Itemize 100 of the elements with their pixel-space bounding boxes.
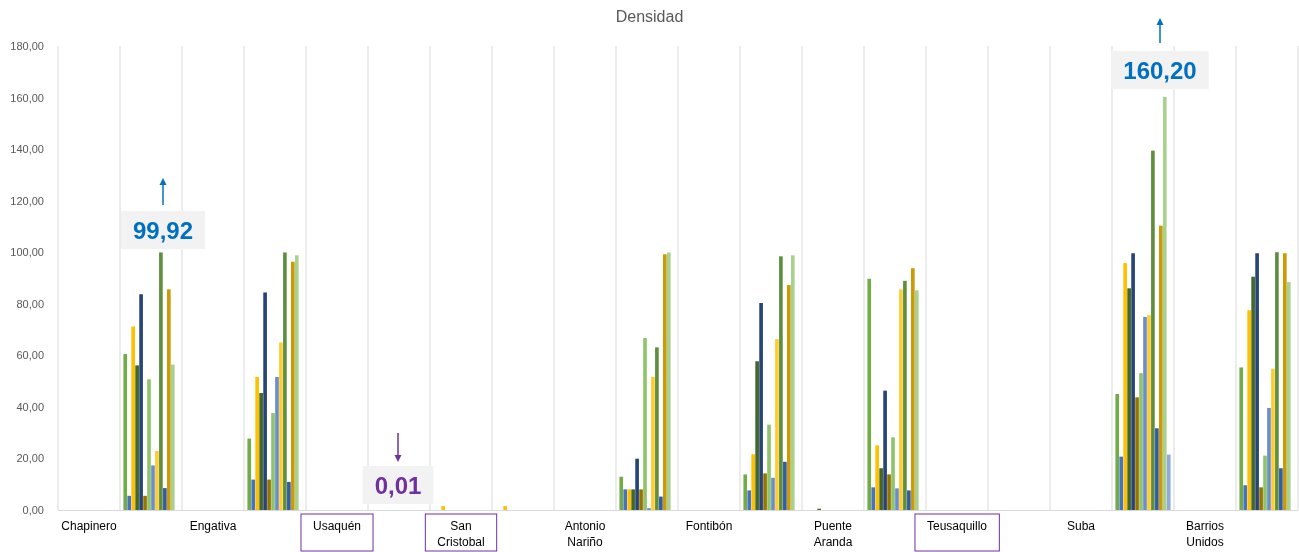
bar (779, 256, 783, 510)
bar (139, 294, 143, 510)
bar (1119, 456, 1124, 510)
x-tick-label: Usaquén (312, 519, 362, 533)
bar (294, 255, 299, 510)
x-tick-label: Barrios Unidos (1185, 519, 1225, 549)
bar (775, 339, 779, 510)
bar (759, 303, 763, 510)
bar (879, 468, 883, 510)
bar (251, 479, 256, 510)
bar (1151, 150, 1155, 510)
bar (639, 489, 643, 510)
bar (631, 489, 635, 510)
bar (255, 376, 259, 510)
bar (155, 450, 159, 510)
y-tick-label: 20,00 (16, 452, 44, 465)
y-tick-label: 160,00 (10, 91, 44, 104)
y-tick-label: 100,00 (10, 246, 44, 259)
bar (651, 376, 655, 510)
chart-title: Densidad (615, 8, 684, 25)
bar (1127, 288, 1131, 510)
bar (1162, 97, 1167, 510)
bar (247, 438, 252, 510)
bar (163, 488, 167, 510)
x-tick-label: Chapinero (61, 519, 118, 533)
bar (503, 506, 507, 510)
annotation: 160,20 (1123, 57, 1197, 84)
bar (147, 379, 151, 510)
bar (131, 326, 135, 510)
annotation: 0,01 (374, 472, 422, 499)
bar (1251, 276, 1255, 510)
bar (123, 354, 128, 510)
bar (1263, 455, 1267, 510)
bar (1283, 253, 1287, 510)
bar (1271, 368, 1275, 510)
bar (1147, 315, 1151, 510)
x-tick-label: Antonio Nariño (564, 519, 606, 549)
bar (627, 489, 631, 510)
bar (267, 479, 271, 510)
bar (283, 252, 287, 510)
bar (771, 477, 775, 510)
x-tick-label: Puente Aranda (813, 519, 853, 549)
bar (899, 289, 903, 510)
bar (1123, 263, 1127, 510)
bar (655, 347, 659, 510)
bar (1115, 394, 1120, 510)
bar (279, 342, 283, 510)
bar (875, 445, 879, 510)
bar (1239, 367, 1244, 510)
bar (659, 496, 663, 510)
bar (914, 290, 919, 510)
bar (867, 278, 872, 510)
bar (1135, 397, 1139, 510)
bar (1139, 373, 1143, 510)
bar (1279, 468, 1283, 510)
bar (287, 481, 291, 510)
bar (135, 365, 139, 510)
bar (755, 361, 759, 510)
bar (871, 487, 876, 510)
bar (1286, 282, 1291, 510)
bar (167, 289, 171, 510)
y-tick-label: 180,00 (10, 40, 44, 53)
y-tick-label: 60,00 (16, 349, 44, 362)
bar (767, 424, 771, 510)
bar (127, 495, 132, 510)
bar (1166, 454, 1171, 510)
bar (743, 474, 748, 510)
x-tick-label: Teusaquillo (926, 519, 988, 533)
bar (1247, 310, 1251, 510)
bar (666, 252, 671, 510)
bar (143, 495, 147, 510)
y-tick-label: 80,00 (16, 297, 44, 310)
bar (911, 268, 915, 510)
bar (763, 473, 767, 510)
x-tick-label: Engativa (189, 519, 237, 533)
annotation: 99,92 (132, 217, 194, 244)
bar (751, 454, 755, 510)
y-tick-label: 40,00 (16, 400, 44, 413)
y-tick-label: 0,00 (22, 504, 44, 517)
bar (170, 364, 175, 510)
bar (1275, 252, 1279, 510)
bar (895, 488, 899, 510)
bar (1143, 316, 1147, 510)
bar (623, 489, 628, 510)
x-tick-label: Fontibón (685, 519, 733, 533)
bar (643, 338, 647, 510)
bar (747, 490, 752, 510)
bar (887, 474, 891, 510)
bar (903, 280, 907, 510)
bar (159, 252, 163, 510)
bar (663, 254, 667, 510)
bar (1267, 407, 1271, 510)
bar (883, 390, 887, 510)
bar (783, 461, 787, 510)
bar (787, 284, 791, 510)
bar (790, 255, 795, 510)
bar (259, 392, 263, 510)
bar (635, 458, 639, 510)
bar (1155, 428, 1159, 510)
bar (891, 437, 895, 510)
